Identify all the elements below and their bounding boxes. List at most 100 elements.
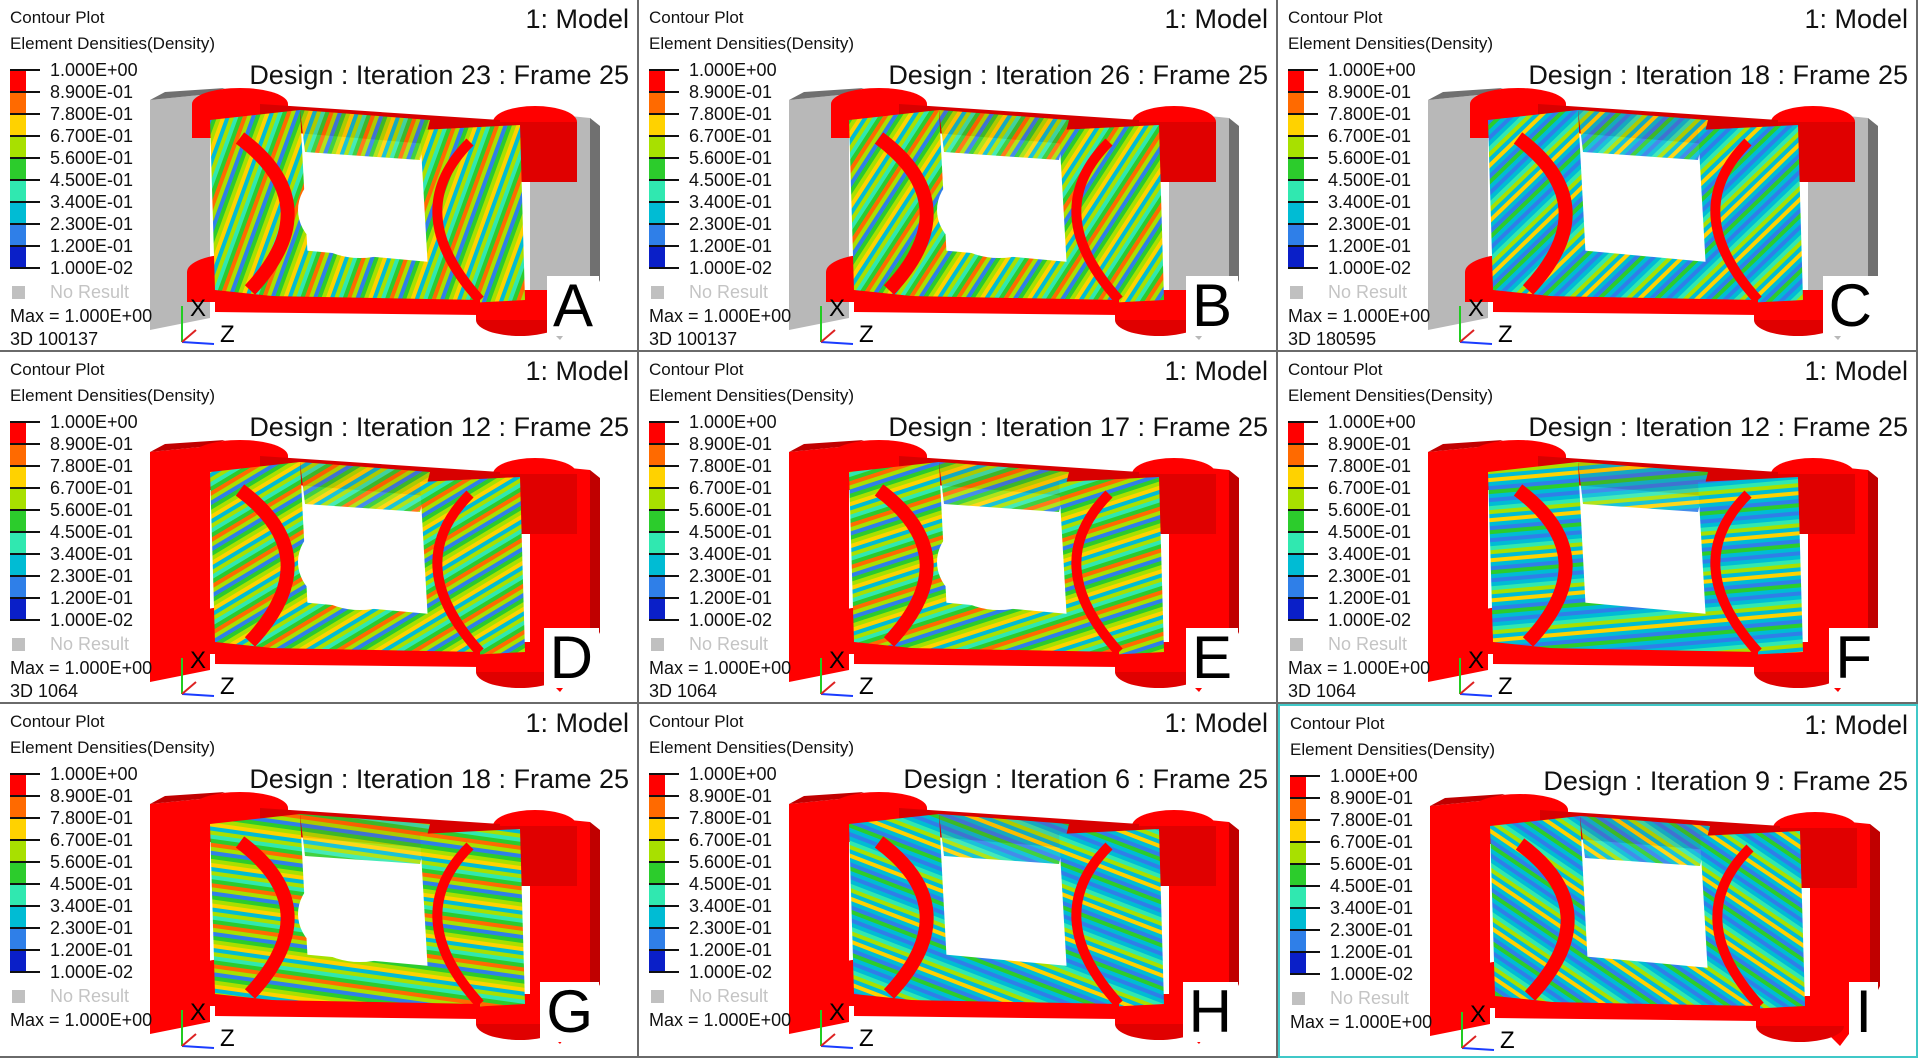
axis-z-label: Z: [859, 1025, 874, 1052]
viewport-panel-d[interactable]: Contour Plot Element Densities(Density) 1:…: [0, 352, 639, 704]
legend-value-label: 1.000E-02: [1328, 610, 1412, 630]
legend-tick: [10, 245, 40, 247]
legend-tick: [10, 839, 40, 841]
fe-model[interactable]: [150, 88, 600, 340]
legend-value-label: 5.600E-01: [50, 148, 134, 168]
legend-color-band: [10, 598, 26, 620]
viewport-panel-c[interactable]: Contour Plot Element Densities(Density) 1:…: [1278, 0, 1918, 352]
legend-value-label: 8.900E-01: [689, 786, 773, 806]
design-iteration-label: Design : Iteration 18 : Frame 25: [249, 764, 629, 794]
legend-color-band: [649, 202, 665, 224]
legend-value-label: 5.600E-01: [50, 500, 134, 520]
viewport-panel-h[interactable]: Contour Plot Element Densities(Density) 1:…: [639, 704, 1278, 1058]
legend-value-label: 2.300E-01: [50, 214, 134, 234]
legend-tick: [1288, 575, 1318, 577]
design-space-bottom: [300, 602, 430, 652]
model-render[interactable]: [1280, 706, 1918, 1058]
legend-color-band: [1288, 180, 1304, 202]
axis-z-label: Z: [859, 673, 874, 700]
max-value-label: Max = 1.000E+00: [649, 306, 792, 326]
legend-value-label: 8.900E-01: [1330, 788, 1414, 808]
legend-tick: [649, 69, 679, 71]
model-render[interactable]: [0, 352, 639, 704]
legend-tick: [1288, 135, 1318, 137]
model-label: 1: Model: [525, 4, 629, 34]
legend-value-label: 1.000E+00: [50, 60, 138, 80]
legend-color-band: [10, 246, 26, 268]
legend-color-band: [1288, 422, 1304, 444]
legend-value-label: 5.600E-01: [1330, 854, 1414, 874]
viewport-panel-i[interactable]: Contour Plot Element Densities(Density) 1:…: [1278, 704, 1918, 1058]
max-value-label: Max = 1.000E+00: [10, 306, 153, 326]
legend-value-label: 3.400E-01: [689, 896, 773, 916]
right-bracket-edge: [1868, 118, 1878, 300]
legend-color-band: [10, 796, 26, 818]
legend-tick: [649, 443, 679, 445]
legend-tick: [1288, 531, 1318, 533]
legend-tick: [10, 421, 40, 423]
viewport-panel-b[interactable]: Contour Plot Element Densities(Density) 1:…: [639, 0, 1278, 352]
legend-value-label: 3.400E-01: [689, 192, 773, 212]
model-render[interactable]: [0, 0, 639, 352]
design-space-top: [1578, 110, 1708, 160]
axis-z-label: Z: [220, 1025, 235, 1052]
bottom-beam: [1493, 295, 1758, 315]
fe-model[interactable]: [150, 440, 600, 692]
design-iteration-label: Design : Iteration 12 : Frame 25: [249, 412, 629, 442]
fe-model[interactable]: [1430, 794, 1880, 1046]
axis-z-label: Z: [1498, 321, 1513, 348]
legend-color-band: [10, 950, 26, 972]
legend-color-band: [1290, 908, 1306, 930]
design-space-bottom: [1580, 956, 1710, 1006]
legend-tick: [649, 465, 679, 467]
axis-z-label: Z: [1500, 1027, 1515, 1054]
model-label: 1: Model: [1164, 4, 1268, 34]
plot-type-label: Contour Plot: [1290, 714, 1385, 733]
model-render[interactable]: [639, 0, 1278, 352]
bottom-beam: [215, 999, 480, 1019]
legend-tick: [649, 575, 679, 577]
legend-color-band: [10, 202, 26, 224]
design-space-bottom: [939, 250, 1069, 300]
legend-color-band: [1288, 510, 1304, 532]
fe-model[interactable]: [789, 792, 1239, 1044]
legend-value-label: 1.000E-02: [689, 610, 773, 630]
legend-color-band: [1288, 554, 1304, 576]
no-result-label: No Result: [50, 986, 130, 1006]
viewport-panel-f[interactable]: Contour Plot Element Densities(Density) 1:…: [1278, 352, 1918, 704]
legend-value-label: 1.000E-02: [689, 258, 773, 278]
triad-axes-icon: X Z: [181, 647, 235, 700]
load-path-member: [1071, 138, 1123, 304]
legend-tick: [649, 619, 679, 621]
load-path-member: [1712, 844, 1764, 1010]
model-render[interactable]: [639, 704, 1278, 1056]
legend-tick: [1288, 465, 1318, 467]
viewport-panel-a[interactable]: Contour Plot Element Densities(Density) 1:…: [0, 0, 639, 352]
legend-tick: [649, 223, 679, 225]
bottom-beam: [854, 647, 1119, 667]
design-space-top: [300, 110, 430, 160]
legend-tick: [1288, 267, 1318, 269]
legend-tick: [649, 553, 679, 555]
legend-color-band: [649, 774, 665, 796]
legend-value-label: 4.500E-01: [50, 170, 134, 190]
legend-color-band: [10, 774, 26, 796]
legend-color-band: [1290, 864, 1306, 886]
opening: [298, 514, 422, 610]
legend-value-label: 1.000E-02: [689, 962, 773, 982]
viewport-panel-g[interactable]: Contour Plot Element Densities(Density) 1:…: [0, 704, 639, 1058]
panel-letter-label: C: [1822, 276, 1878, 336]
legend-value-label: 3.400E-01: [50, 544, 134, 564]
triad-axes-icon: X Z: [181, 295, 235, 348]
legend-tick: [1288, 487, 1318, 489]
model-label: 1: Model: [1164, 356, 1268, 386]
legend-value-label: 1.200E-01: [1328, 236, 1412, 256]
legend-tick: [1290, 863, 1320, 865]
legend-tick: [649, 245, 679, 247]
legend-tick: [649, 201, 679, 203]
fe-model[interactable]: [789, 88, 1239, 340]
legend-tick: [649, 773, 679, 775]
viewport-panel-e[interactable]: Contour Plot Element Densities(Density) 1:…: [639, 352, 1278, 704]
axis-z-label: Z: [859, 321, 874, 348]
legend-tick: [649, 927, 679, 929]
